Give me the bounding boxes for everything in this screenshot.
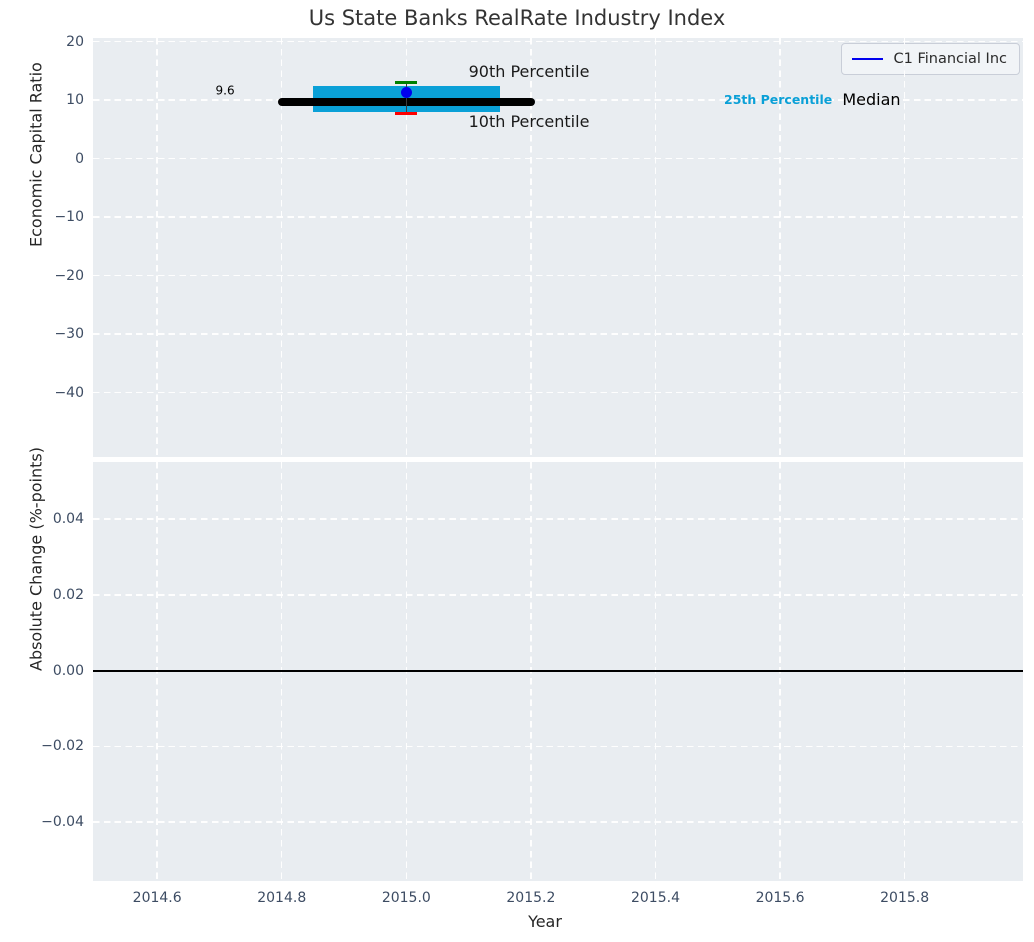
y-tick-label: −0.02 [41, 738, 84, 755]
chart-title: Us State Banks RealRate Industry Index [308, 6, 726, 30]
y-tick-label: −30 [54, 326, 84, 343]
gridline-horizontal [93, 99, 1023, 101]
top-axes-economic-capital-ratio: C1 Financial Inc 9.6 90th Percentile 10th … [93, 38, 1023, 457]
y-tick-label: −40 [54, 384, 84, 401]
y-tick-label: 0.00 [52, 662, 84, 679]
legend: C1 Financial Inc [841, 43, 1020, 75]
p90-cap-marker [395, 81, 418, 84]
company-data-point [400, 86, 412, 98]
gridline-horizontal [93, 216, 1023, 218]
y-tick-label: 0.04 [52, 511, 84, 528]
y-tick-label: −20 [54, 267, 84, 284]
gridline-vertical [281, 38, 283, 457]
x-tick-label: 2014.8 [257, 890, 307, 906]
gridline-vertical [779, 38, 781, 457]
gridline-horizontal [93, 333, 1023, 335]
gridline-horizontal [93, 745, 1023, 747]
gridline-vertical [156, 38, 158, 457]
gridline-horizontal [93, 594, 1023, 596]
x-tick-label: 2015.2 [506, 890, 556, 906]
x-tick-label: 2015.0 [381, 890, 431, 906]
y-tick-label: −0.04 [41, 813, 84, 830]
gridline-horizontal [93, 518, 1023, 520]
gridline-horizontal [93, 391, 1023, 394]
percentile-whisker-line [405, 82, 408, 114]
annotation-9-6: 9.6 [215, 83, 235, 98]
gridline-horizontal [93, 157, 1023, 160]
gridline-vertical [654, 38, 657, 457]
annotation-90th-percentile: 90th Percentile [468, 62, 590, 82]
legend-label: C1 Financial Inc [893, 51, 1007, 67]
p10-cap-marker [395, 112, 418, 115]
x-tick-label: 2015.4 [630, 890, 680, 906]
gridline-vertical [530, 38, 532, 457]
bottom-axes-absolute-change [93, 462, 1023, 881]
zero-reference-line [93, 669, 1023, 672]
y-tick-label: 10 [66, 92, 84, 109]
x-tick-label: 2015.6 [755, 890, 805, 906]
x-tick-label: 2014.6 [132, 890, 182, 906]
gridline-vertical [903, 38, 906, 457]
gridline-vertical [405, 38, 407, 457]
y-tick-label: −10 [54, 209, 84, 226]
annotation-10th-percentile: 10th Percentile [468, 112, 590, 132]
legend-line-swatch [852, 57, 884, 61]
gridline-horizontal [93, 274, 1023, 277]
x-axis-label: Year [528, 912, 562, 931]
x-tick-label: 2015.8 [880, 890, 930, 906]
y-tick-label: 20 [66, 33, 84, 50]
gridline-horizontal [93, 40, 1023, 43]
gridline-horizontal [93, 821, 1023, 823]
annotation-25th-percentile: 25th Percentile [724, 92, 833, 108]
annotation-median: Median [842, 90, 901, 110]
y-tick-label: 0.02 [52, 586, 84, 603]
y-tick-label: 0 [75, 150, 84, 167]
